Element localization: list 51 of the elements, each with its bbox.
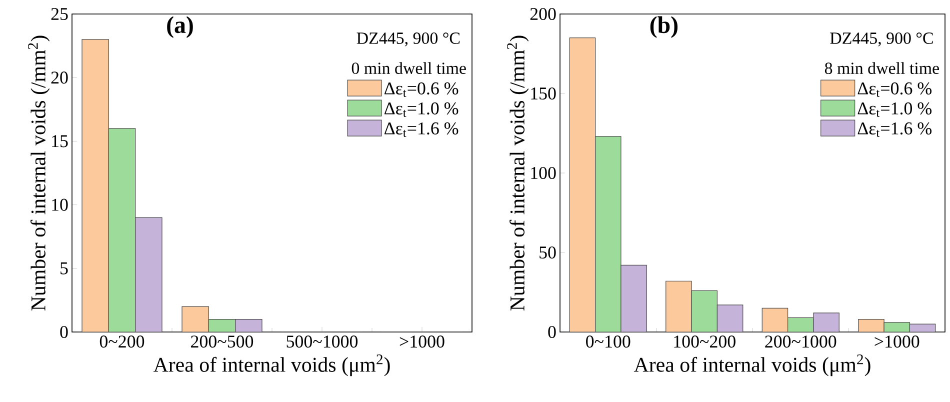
legend-label: Δε$_{t}$=1.6 % bbox=[384, 122, 458, 138]
bar bbox=[813, 312, 840, 332]
bar bbox=[570, 38, 596, 332]
bar bbox=[235, 319, 262, 332]
x-tick-label: >1000 bbox=[400, 336, 444, 348]
bar bbox=[788, 318, 814, 332]
y-tick-label: 0 bbox=[60, 326, 68, 338]
legend-label: Δε$_{t}$=1.0 % bbox=[384, 102, 458, 118]
bar bbox=[762, 308, 788, 332]
bar bbox=[208, 319, 236, 332]
bar bbox=[135, 218, 162, 332]
bar bbox=[108, 128, 136, 332]
x-tick-label: 100~200 bbox=[674, 336, 736, 348]
x-axis-title: Area of internal voids (μm$^{2}$) bbox=[153, 354, 390, 376]
bar bbox=[182, 306, 209, 332]
bar bbox=[666, 281, 692, 332]
legend-label: Δε$_{t}$=0.6 % bbox=[384, 82, 458, 98]
y-tick-label: 25 bbox=[51, 8, 68, 20]
y-tick-label: 15 bbox=[52, 135, 68, 148]
y-tick-label: 5 bbox=[60, 262, 68, 274]
y-tick-label: 200 bbox=[530, 8, 556, 20]
x-axis-title: Area of internal voids (μm$^{2}$) bbox=[634, 354, 870, 376]
legend-title: 0 min dwell time bbox=[352, 62, 466, 74]
y-tick-label: 50 bbox=[540, 246, 556, 259]
y-axis-title: Number of internal voids (/mm$^{2}$) bbox=[28, 36, 50, 311]
x-tick-label: 0~200 bbox=[100, 336, 144, 348]
bar bbox=[82, 39, 109, 332]
legend-label: Δε$_{t}$=1.0 % bbox=[858, 102, 932, 118]
chart-title: (a) bbox=[167, 16, 193, 38]
annotation: DZ445, 900 °C bbox=[830, 32, 933, 46]
bar bbox=[692, 290, 718, 332]
bar bbox=[620, 265, 647, 332]
x-tick-label: >1000 bbox=[874, 336, 920, 348]
legend-label: Δε$_{t}$=0.6 % bbox=[858, 82, 932, 98]
bar bbox=[858, 318, 884, 332]
chart-title: (b) bbox=[650, 16, 678, 38]
annotation: DZ445, 900 °C bbox=[356, 32, 460, 46]
y-tick-label: 150 bbox=[531, 87, 556, 100]
bar bbox=[717, 304, 743, 332]
legend-title: 8 min dwell time bbox=[824, 62, 939, 74]
y-tick-label: 10 bbox=[52, 198, 68, 211]
y-tick-label: 0 bbox=[548, 326, 556, 338]
y-tick-label: 100 bbox=[531, 166, 556, 180]
x-tick-label: 500~1000 bbox=[286, 336, 358, 348]
y-tick-label: 20 bbox=[51, 72, 68, 84]
x-tick-label: 200~500 bbox=[191, 336, 254, 348]
legend-label: Δε$_{t}$=1.6 % bbox=[858, 122, 932, 138]
bar bbox=[595, 136, 621, 332]
x-tick-label: 0~100 bbox=[586, 336, 630, 348]
y-axis-title: Number of internal voids (/mm$^{2}$) bbox=[507, 36, 529, 311]
x-tick-label: 200~1000 bbox=[765, 336, 836, 348]
